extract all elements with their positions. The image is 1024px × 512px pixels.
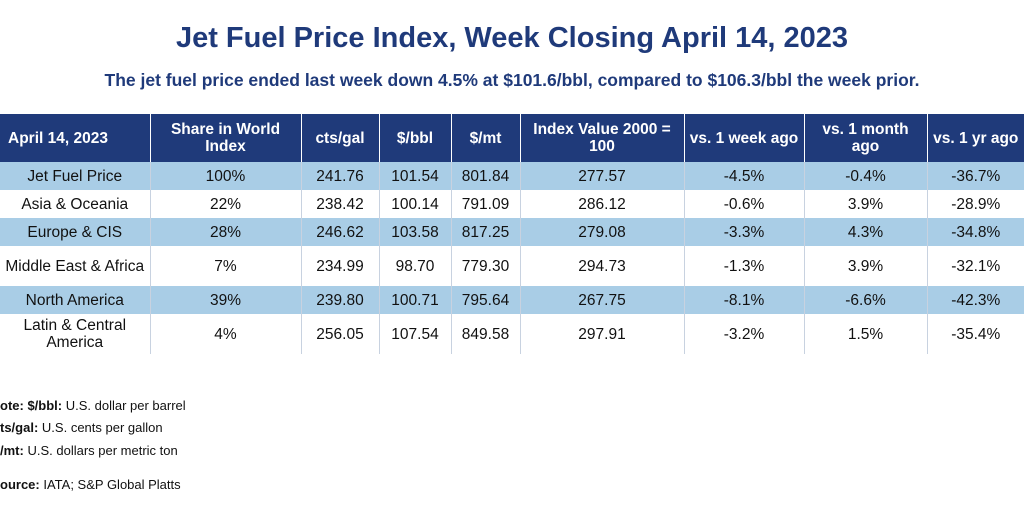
region-cell: Asia & Oceania [21, 195, 129, 213]
note-bbl: ote: $/bbl: U.S. dollar per barrel [0, 398, 186, 413]
table-cell: 241.76 [300, 162, 379, 190]
source-note: ource: IATA; S&P Global Platts [0, 477, 181, 492]
table-cell: -34.8% [926, 218, 1024, 246]
table-cell: 3.9% [803, 246, 927, 286]
table-cell: 4.3% [803, 218, 927, 246]
table-cell: 100.14 [378, 190, 451, 218]
table-cell: 277.57 [519, 162, 684, 190]
note-label: /mt: [0, 443, 24, 458]
table-cell: -6.6% [803, 286, 927, 314]
table-cell: 801.84 [450, 162, 520, 190]
region-cell: Latin & Central America [23, 317, 127, 351]
note-text: U.S. dollar per barrel [65, 398, 186, 413]
table-cell: 791.09 [450, 190, 520, 218]
table-row: Middle East & Africa 7% 234.99 98.70 779… [0, 246, 1024, 286]
table-cell: -32.1% [926, 246, 1024, 286]
table-cell: 267.75 [519, 286, 684, 314]
column-header: vs. 1 yr ago [926, 114, 1024, 162]
column-header: vs. 1 week ago [683, 114, 804, 162]
table-cell: 256.05 [300, 314, 379, 354]
note-cts-gal: ts/gal: U.S. cents per gallon [0, 420, 163, 435]
table-row: Jet Fuel Price 100% 241.76 101.54 801.84… [0, 162, 1024, 190]
table-cell: 294.73 [519, 246, 684, 286]
table-cell: -1.3% [683, 246, 804, 286]
table-cell: 100.71 [378, 286, 451, 314]
table-cell: 817.25 [450, 218, 520, 246]
note-label: ote: $/bbl: [0, 398, 63, 413]
table-cell: 1.5% [803, 314, 927, 354]
note-mt: /mt: U.S. dollars per metric ton [0, 443, 178, 458]
table-cell: 234.99 [300, 246, 379, 286]
table-row: North America 39% 239.80 100.71 795.64 2… [0, 286, 1024, 314]
table-cell: 101.54 [378, 162, 451, 190]
source-label: ource: [0, 477, 40, 492]
region-cell: Europe & CIS [0, 218, 150, 246]
region-cell: Middle East & Africa [5, 257, 145, 275]
table-header-row: April 14, 2023 Share in World Index cts/… [0, 114, 1024, 162]
table-cell: 107.54 [378, 314, 451, 354]
column-header: cts/gal [300, 114, 379, 162]
source-text: IATA; S&P Global Platts [43, 477, 181, 492]
table-row: Asia & Oceania 22% 238.42 100.14 791.09 … [0, 190, 1024, 218]
table-cell: 22% [149, 190, 301, 218]
column-header: Index Value 2000 = 100 [519, 114, 684, 162]
column-header: $/bbl [378, 114, 451, 162]
table-cell: -42.3% [926, 286, 1024, 314]
table-cell: 103.58 [378, 218, 451, 246]
note-text: U.S. cents per gallon [41, 420, 163, 435]
table-cell: -35.4% [926, 314, 1024, 354]
table-cell: -0.6% [683, 190, 804, 218]
table-cell: 3.9% [803, 190, 927, 218]
page-subtitle: The jet fuel price ended last week down … [104, 70, 920, 90]
column-header: Share in World Index [149, 114, 301, 162]
table-cell: 849.58 [450, 314, 520, 354]
region-cell: Jet Fuel Price [0, 162, 150, 190]
table-cell: 297.91 [519, 314, 684, 354]
table-cell: 4% [149, 314, 301, 354]
table-cell: 279.08 [519, 218, 684, 246]
table-cell: -4.5% [683, 162, 804, 190]
table-cell: -0.4% [803, 162, 927, 190]
column-header: April 14, 2023 [0, 114, 150, 162]
table-cell: -8.1% [683, 286, 804, 314]
table-cell: 286.12 [519, 190, 684, 218]
column-header: $/mt [450, 114, 520, 162]
note-label: ts/gal: [0, 420, 39, 435]
table-row: Latin & Central America 4% 256.05 107.54… [0, 314, 1024, 354]
page-title: Jet Fuel Price Index, Week Closing April… [175, 22, 849, 54]
table-row: Europe & CIS 28% 246.62 103.58 817.25 27… [0, 218, 1024, 246]
table-cell: -36.7% [926, 162, 1024, 190]
table-cell: -3.3% [683, 218, 804, 246]
table-cell: 7% [149, 246, 301, 286]
table-cell: 779.30 [450, 246, 520, 286]
table-cell: 246.62 [300, 218, 379, 246]
table-cell: 795.64 [450, 286, 520, 314]
table-cell: 239.80 [300, 286, 379, 314]
price-table: April 14, 2023 Share in World Index cts/… [0, 114, 1024, 354]
table-cell: 100% [149, 162, 301, 190]
table-cell: -28.9% [926, 190, 1024, 218]
table-cell: 98.70 [378, 246, 451, 286]
note-text: U.S. dollars per metric ton [27, 443, 178, 458]
table-cell: 238.42 [300, 190, 379, 218]
column-header: vs. 1 month ago [803, 114, 927, 162]
region-cell: North America [0, 286, 150, 314]
table-cell: 28% [149, 218, 301, 246]
table-cell: -3.2% [683, 314, 804, 354]
table-cell: 39% [149, 286, 301, 314]
